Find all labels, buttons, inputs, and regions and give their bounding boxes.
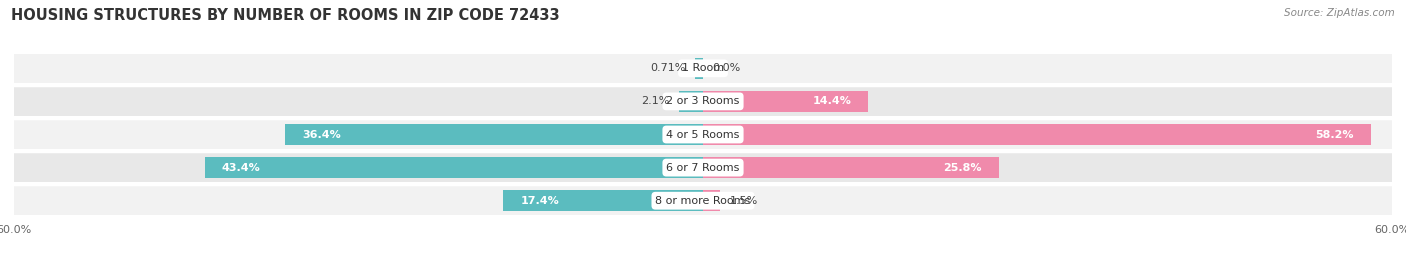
Text: 4 or 5 Rooms: 4 or 5 Rooms <box>666 129 740 140</box>
Text: 58.2%: 58.2% <box>1316 129 1354 140</box>
Bar <box>703 91 869 112</box>
Bar <box>703 157 1000 178</box>
Text: 6 or 7 Rooms: 6 or 7 Rooms <box>666 162 740 173</box>
Text: 8 or more Rooms: 8 or more Rooms <box>655 196 751 206</box>
Text: 17.4%: 17.4% <box>520 196 560 206</box>
Bar <box>14 120 1392 149</box>
Bar <box>14 87 1392 116</box>
Text: 36.4%: 36.4% <box>302 129 342 140</box>
Text: 1.5%: 1.5% <box>730 196 758 206</box>
Bar <box>205 157 703 178</box>
Bar <box>14 153 1392 182</box>
Bar <box>703 124 1371 145</box>
Bar <box>14 186 1392 215</box>
Text: 0.0%: 0.0% <box>713 63 741 73</box>
Bar <box>695 58 703 79</box>
Bar <box>679 91 703 112</box>
Text: 2.1%: 2.1% <box>641 96 669 107</box>
Text: 14.4%: 14.4% <box>813 96 851 107</box>
Text: 1 Room: 1 Room <box>682 63 724 73</box>
Text: 2 or 3 Rooms: 2 or 3 Rooms <box>666 96 740 107</box>
Text: 43.4%: 43.4% <box>222 162 260 173</box>
Bar <box>503 190 703 211</box>
Bar <box>14 54 1392 83</box>
Text: 25.8%: 25.8% <box>943 162 981 173</box>
Text: HOUSING STRUCTURES BY NUMBER OF ROOMS IN ZIP CODE 72433: HOUSING STRUCTURES BY NUMBER OF ROOMS IN… <box>11 8 560 23</box>
Bar <box>703 190 720 211</box>
Bar <box>285 124 703 145</box>
Text: Source: ZipAtlas.com: Source: ZipAtlas.com <box>1284 8 1395 18</box>
Text: 0.71%: 0.71% <box>651 63 686 73</box>
